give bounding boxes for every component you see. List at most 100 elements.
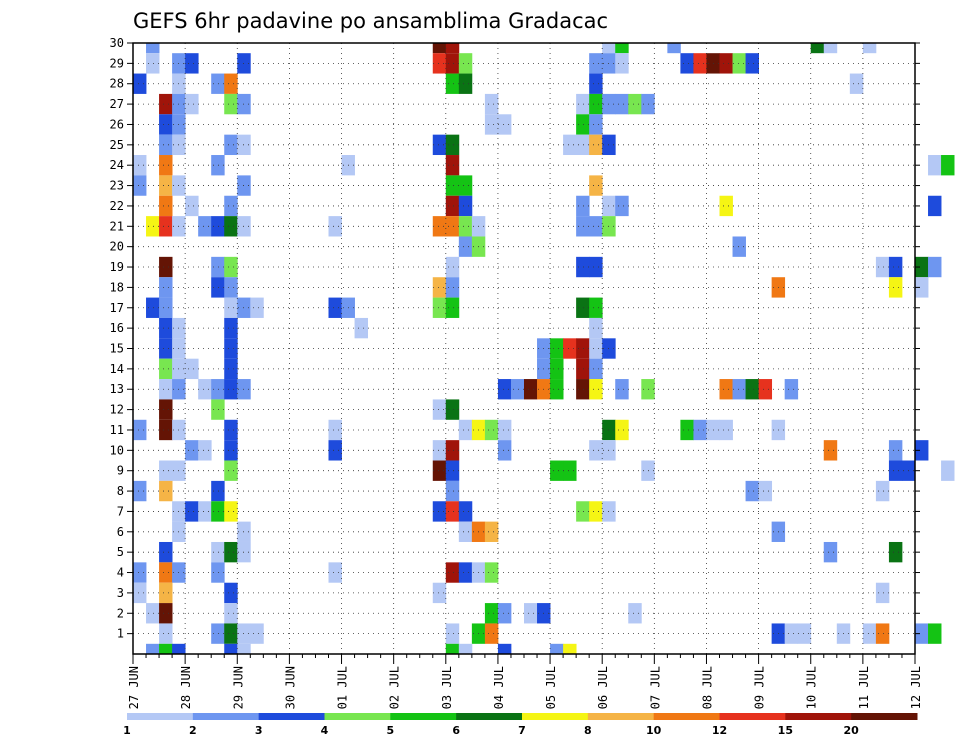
heatmap-cell	[159, 216, 173, 237]
heatmap-cell	[576, 216, 590, 237]
y-tick-label: 27	[110, 97, 124, 111]
heatmap-cell	[146, 643, 160, 654]
colorbar-swatch	[258, 713, 325, 720]
colorbar-label: 15	[778, 724, 793, 737]
heatmap-cell	[224, 195, 238, 217]
heatmap-cell	[589, 134, 603, 156]
x-tick-label-group: 08 JUL	[700, 666, 714, 709]
heatmap-cell	[159, 114, 173, 135]
heatmap-cell	[159, 297, 173, 318]
heatmap-cell	[159, 623, 173, 644]
heatmap-cell	[732, 236, 746, 257]
heatmap-cell	[159, 379, 173, 400]
heatmap-cell	[445, 53, 460, 74]
heatmap-cell	[211, 399, 225, 420]
heatmap-cell	[615, 379, 629, 400]
y-tick-label: 29	[110, 56, 124, 70]
y-tick-label: 2	[117, 606, 124, 620]
heatmap-cell	[915, 277, 929, 298]
heatmap-cell	[328, 297, 342, 318]
heatmap-cell	[224, 460, 238, 481]
heatmap-cell	[915, 256, 929, 278]
x-tick-label: 11 JUL	[857, 666, 871, 709]
heatmap-cell	[224, 73, 238, 94]
y-tick-label: 22	[110, 199, 124, 213]
heatmap-cell	[211, 256, 225, 278]
heatmap-cell	[458, 195, 473, 217]
heatmap-cell	[589, 317, 603, 339]
x-tick-label-group: 30 JUN	[283, 666, 297, 709]
heatmap-cell	[576, 134, 590, 156]
heatmap-cells	[133, 43, 955, 654]
heatmap-cell	[589, 53, 603, 74]
heatmap-cell	[458, 216, 473, 237]
heatmap-cell	[159, 277, 173, 298]
colorbar-swatch	[390, 713, 457, 720]
heatmap-cell	[159, 134, 173, 156]
heatmap-cell	[146, 603, 160, 624]
heatmap-cell	[328, 216, 342, 237]
heatmap-cell	[172, 643, 186, 654]
heatmap-cell	[576, 338, 590, 359]
heatmap-cell	[862, 43, 877, 54]
colorbar-swatch	[719, 713, 786, 720]
heatmap-cell	[159, 338, 173, 359]
y-tick-label: 9	[117, 464, 124, 478]
y-tick-label: 5	[117, 545, 124, 559]
x-tick-label-group: 01 JUL	[336, 666, 350, 709]
heatmap-cell	[875, 623, 890, 644]
heatmap-cell	[224, 541, 238, 563]
heatmap-cell	[628, 93, 642, 115]
heatmap-cell	[719, 379, 733, 400]
heatmap-cell	[680, 419, 694, 441]
x-tick-label: 04 JUL	[492, 666, 506, 709]
heatmap-cell	[211, 541, 225, 563]
heatmap-cell	[211, 379, 225, 400]
heatmap-cell	[602, 43, 616, 54]
x-tick-label: 09 JUL	[753, 666, 767, 709]
heatmap-cell	[159, 419, 173, 441]
heatmap-cell	[589, 93, 603, 115]
heatmap-cell	[915, 623, 929, 644]
colorbar-label: 1	[123, 724, 131, 737]
heatmap-cell	[432, 460, 447, 481]
heatmap-cell	[224, 603, 238, 624]
heatmap-cell	[159, 582, 173, 604]
heatmap-cell	[680, 53, 694, 74]
heatmap-cell	[445, 43, 460, 54]
x-tick-label-group: 12 JUL	[909, 666, 923, 709]
heatmap-cell	[823, 440, 838, 461]
y-tick-label: 6	[117, 525, 124, 539]
heatmap-cell	[211, 216, 225, 237]
heatmap-cell	[224, 256, 238, 278]
heatmap-cell	[758, 379, 773, 400]
heatmap-cell	[875, 582, 890, 604]
heatmap-cell	[719, 53, 733, 74]
heatmap-cell	[550, 643, 564, 654]
heatmap-cell	[445, 195, 460, 217]
heatmap-cell	[732, 379, 746, 400]
heatmap-cell	[576, 358, 590, 380]
colorbar-swatch	[851, 713, 918, 720]
heatmap-cell	[224, 440, 238, 461]
heatmap-cell	[823, 43, 838, 54]
heatmap-cell	[888, 440, 903, 461]
heatmap-cell	[784, 379, 799, 400]
heatmap-cell	[484, 603, 499, 624]
heatmap-cell	[211, 155, 225, 176]
heatmap-cell	[484, 93, 499, 115]
x-tick-label-group: 09 JUL	[753, 666, 767, 709]
heatmap-cell	[875, 256, 890, 278]
x-tick-label: 01 JUL	[336, 666, 350, 709]
heatmap-cell	[432, 501, 447, 522]
heatmap-cell	[159, 603, 173, 624]
x-tick-label: 08 JUL	[700, 666, 714, 709]
colorbar-swatch	[653, 713, 720, 720]
colorbar-swatch	[192, 713, 260, 720]
heatmap-cell	[810, 43, 825, 54]
heatmap-cell	[159, 460, 173, 481]
heatmap-cell	[432, 53, 447, 74]
heatmap-cell	[445, 399, 460, 420]
heatmap-cell	[458, 501, 473, 522]
heatmap-cell	[432, 582, 447, 604]
